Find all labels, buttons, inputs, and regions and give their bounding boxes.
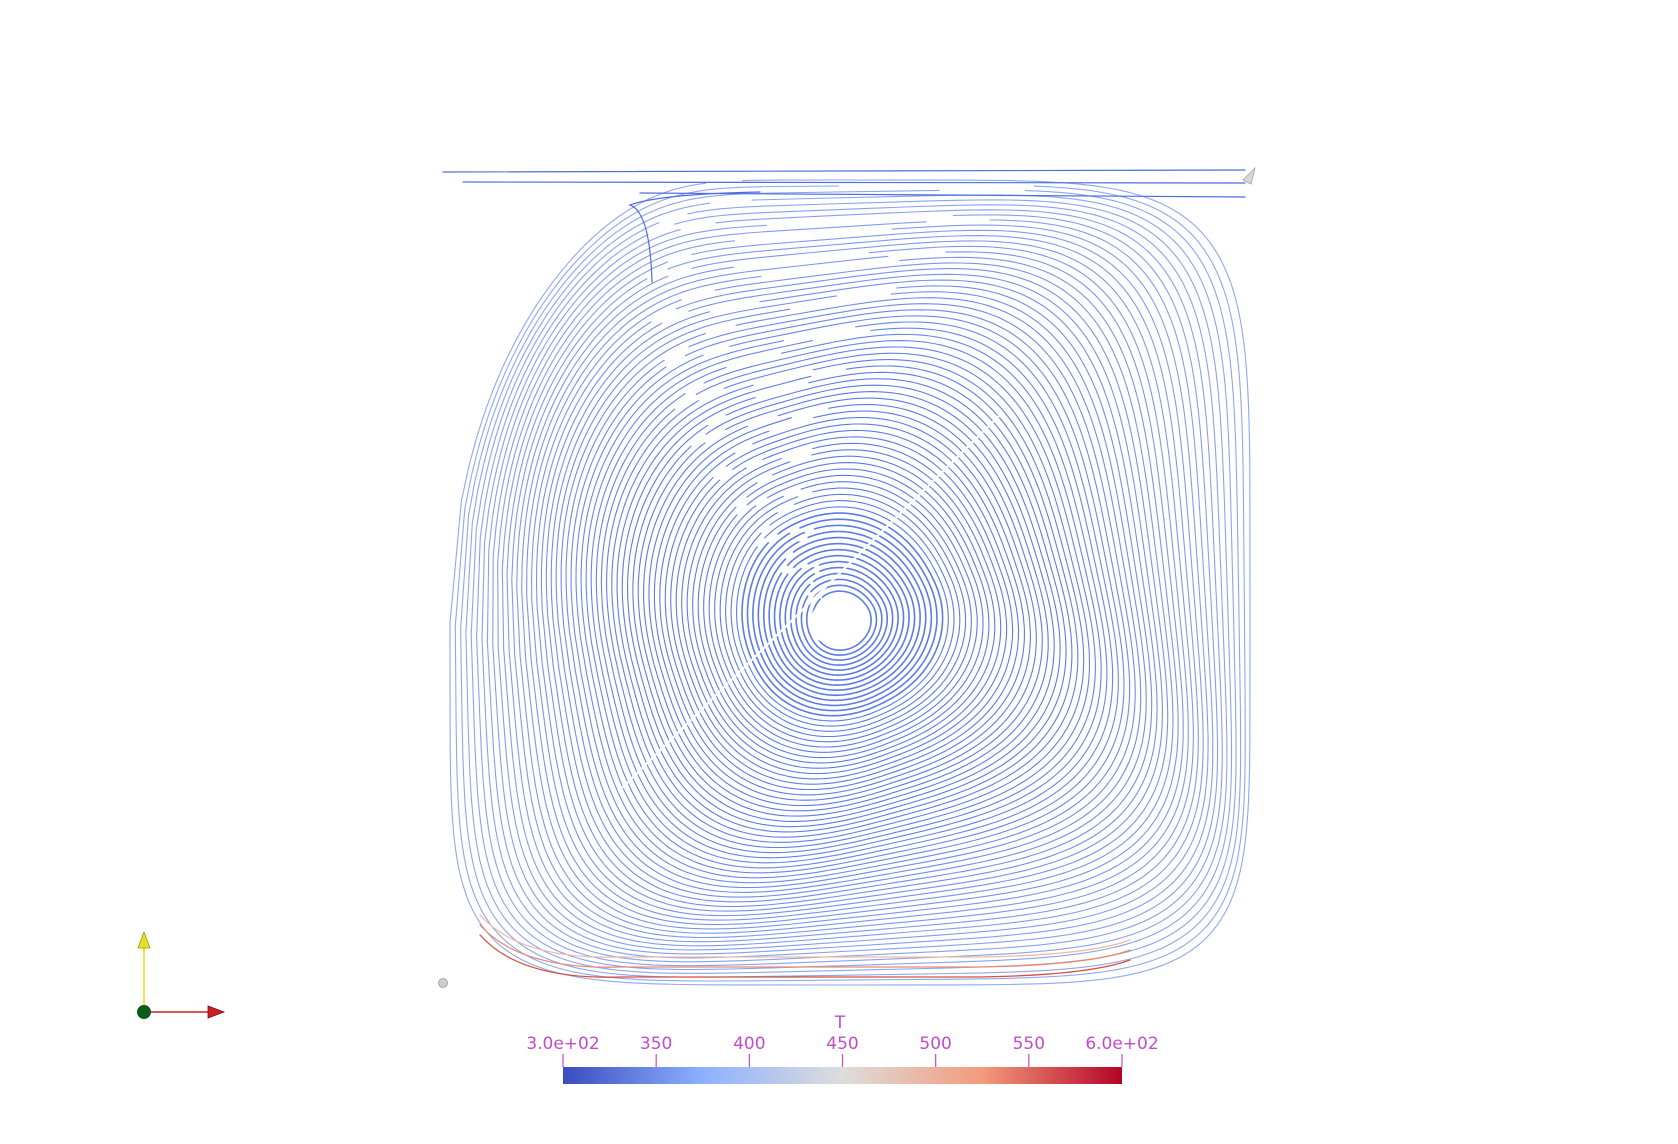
colorbar-tick-label: 550 xyxy=(1012,1034,1046,1054)
colorbar-ticks xyxy=(562,1054,1123,1067)
streamline xyxy=(681,442,1008,775)
orientation-axes xyxy=(137,930,226,1019)
seed-cone-top-right xyxy=(1242,166,1256,185)
streamline xyxy=(492,219,1214,955)
streamline xyxy=(511,240,1194,939)
colorbar-tick-label: 3.0e+02 xyxy=(526,1034,600,1054)
seed-line xyxy=(618,413,1002,792)
streamline xyxy=(580,321,1119,874)
streamline xyxy=(763,536,921,697)
streamline xyxy=(789,566,894,671)
streamline-separation xyxy=(628,191,761,283)
colorbar-title: T xyxy=(834,1013,846,1033)
colorbar-tick-label: 450 xyxy=(826,1034,859,1054)
streamline xyxy=(575,315,1125,879)
streamline xyxy=(516,245,1189,934)
streamline xyxy=(585,327,1114,869)
streamline xyxy=(595,340,1102,859)
streamline xyxy=(784,560,899,676)
streamline xyxy=(497,224,1209,951)
streamline xyxy=(800,578,883,661)
streamline xyxy=(540,273,1163,912)
streamline xyxy=(545,279,1158,908)
streamline xyxy=(481,209,1223,963)
streamline xyxy=(449,179,1251,986)
streamline xyxy=(752,524,933,707)
streamline xyxy=(736,506,949,722)
streamline xyxy=(664,423,1025,791)
streamline xyxy=(501,229,1204,947)
streamline-lid xyxy=(462,181,1246,184)
streamline xyxy=(470,199,1233,971)
streamline-warm xyxy=(479,924,1131,968)
streamline xyxy=(692,455,996,764)
streamline xyxy=(725,493,961,732)
streamlines xyxy=(442,169,1251,986)
y-axis-cone-icon xyxy=(137,930,151,949)
streamline xyxy=(719,487,967,738)
streamline xyxy=(653,410,1037,801)
streamline xyxy=(535,268,1169,917)
streamline-lid xyxy=(442,169,1246,173)
streamline xyxy=(670,429,1020,785)
vortex-core xyxy=(808,596,864,644)
streamline xyxy=(637,391,1055,817)
streamline xyxy=(486,214,1219,959)
streamline xyxy=(550,285,1153,903)
colorbar-tick-label: 500 xyxy=(919,1034,952,1054)
streamline xyxy=(697,462,990,759)
streamline xyxy=(730,500,955,727)
color-legend xyxy=(562,1054,1123,1084)
streamline xyxy=(703,468,984,753)
streamline xyxy=(476,204,1228,967)
colorbar-gradient xyxy=(563,1067,1122,1084)
streamline xyxy=(659,416,1031,796)
colorbar-tick-label: 6.0e+02 xyxy=(1085,1034,1159,1054)
streamline xyxy=(648,404,1043,807)
streamline xyxy=(714,481,972,743)
streamline-lid xyxy=(639,192,1246,198)
streamline xyxy=(686,449,1002,769)
streamline xyxy=(570,309,1131,884)
streamline xyxy=(773,548,910,686)
streamline xyxy=(565,303,1136,889)
streamline xyxy=(757,530,927,702)
streamline xyxy=(611,359,1085,843)
streamline xyxy=(643,397,1049,812)
streamline xyxy=(779,554,905,681)
streamline xyxy=(708,474,978,748)
streamline xyxy=(600,346,1096,854)
streamline xyxy=(555,291,1147,898)
streamline xyxy=(531,262,1174,921)
seed-point-bottom-left xyxy=(438,978,448,988)
streamline xyxy=(741,512,944,717)
streamline xyxy=(465,194,1237,974)
streamline-warm xyxy=(479,934,1131,978)
streamline xyxy=(606,352,1091,849)
streamline xyxy=(506,235,1199,943)
streamline xyxy=(521,251,1184,930)
colorbar-tick-label: 350 xyxy=(639,1034,673,1054)
streamline xyxy=(675,436,1014,780)
streamline xyxy=(460,189,1242,978)
streamline xyxy=(632,384,1061,822)
x-axis-cone-icon xyxy=(207,1005,226,1019)
z-axis-sphere-icon xyxy=(137,1005,151,1019)
streamline xyxy=(590,333,1108,864)
streamline xyxy=(526,256,1179,926)
colorbar-tick-label: 400 xyxy=(733,1034,766,1054)
streamline xyxy=(616,365,1079,838)
streamline xyxy=(627,378,1067,828)
streamline-warm xyxy=(479,914,1131,958)
streamline xyxy=(746,518,938,712)
streamline xyxy=(560,297,1142,893)
streamline xyxy=(768,542,916,691)
streamline xyxy=(621,371,1073,833)
